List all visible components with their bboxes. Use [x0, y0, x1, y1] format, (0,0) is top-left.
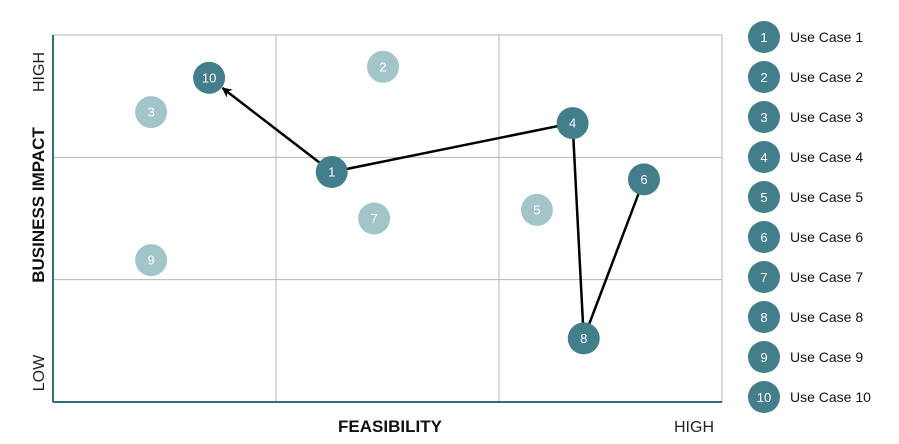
- x-axis-label: FEASIBILITY: [338, 417, 443, 436]
- legend-marker: 9: [748, 341, 780, 373]
- legend-text: Use Case 6: [790, 229, 864, 245]
- point-label: 10: [202, 70, 216, 85]
- legend-item: 8 Use Case 8: [748, 297, 871, 337]
- legend-item: 9 Use Case 9: [748, 337, 871, 377]
- point-label: 4: [569, 116, 576, 131]
- legend-text: Use Case 1: [790, 29, 864, 45]
- legend: 1 Use Case 1 2 Use Case 2 3 Use Case 3 4 Use Ca…: [748, 17, 871, 417]
- legend-marker: 1: [748, 21, 780, 53]
- arrow: [221, 87, 333, 174]
- legend-item: 2 Use Case 2: [748, 57, 871, 97]
- y-low-label: LOW: [31, 354, 48, 391]
- legend-marker: 4: [748, 141, 780, 173]
- point-marker: [567, 322, 600, 355]
- point-label: 7: [371, 211, 378, 226]
- connection-path: [331, 121, 646, 339]
- legend-item: 5 Use Case 5: [748, 177, 871, 217]
- y-axis-label: BUSINESS IMPACT: [29, 127, 48, 283]
- point-label: 2: [379, 59, 386, 74]
- point-marker: [367, 50, 400, 83]
- legend-marker: 8: [748, 301, 780, 333]
- legend-text: Use Case 7: [790, 269, 864, 285]
- legend-item: 4 Use Case 4: [748, 137, 871, 177]
- point-marker: [135, 96, 168, 129]
- legend-item: 10 Use Case 10: [748, 377, 871, 417]
- legend-text: Use Case 10: [790, 389, 871, 405]
- legend-marker: 2: [748, 61, 780, 93]
- point-marker: [315, 156, 348, 189]
- point-label: 8: [580, 331, 587, 346]
- legend-text: Use Case 2: [790, 69, 864, 85]
- point-label: 3: [148, 105, 155, 120]
- point-label: 6: [640, 172, 647, 187]
- legend-marker: 5: [748, 181, 780, 213]
- legend-text: Use Case 9: [790, 349, 864, 365]
- point-marker: [520, 193, 553, 226]
- legend-text: Use Case 8: [790, 309, 864, 325]
- legend-text: Use Case 4: [790, 149, 864, 165]
- point-label: 1: [328, 165, 335, 180]
- point-marker: [358, 202, 391, 235]
- point-marker: [627, 163, 660, 196]
- point-label: 9: [148, 253, 155, 268]
- x-high-label: HIGH: [674, 419, 714, 436]
- point-label: 5: [533, 202, 540, 217]
- legend-marker: 6: [748, 221, 780, 253]
- legend-marker: 10: [748, 381, 780, 413]
- legend-item: 3 Use Case 3: [748, 97, 871, 137]
- legend-text: Use Case 5: [790, 189, 864, 205]
- legend-item: 1 Use Case 1: [748, 17, 871, 57]
- legend-marker: 3: [748, 101, 780, 133]
- legend-item: 6 Use Case 6: [748, 217, 871, 257]
- point-marker: [135, 244, 168, 277]
- legend-item: 7 Use Case 7: [748, 257, 871, 297]
- point-marker: [556, 107, 589, 140]
- legend-text: Use Case 3: [790, 109, 864, 125]
- y-high-label: HIGH: [31, 52, 48, 92]
- legend-marker: 7: [748, 261, 780, 293]
- point-marker: [193, 61, 226, 94]
